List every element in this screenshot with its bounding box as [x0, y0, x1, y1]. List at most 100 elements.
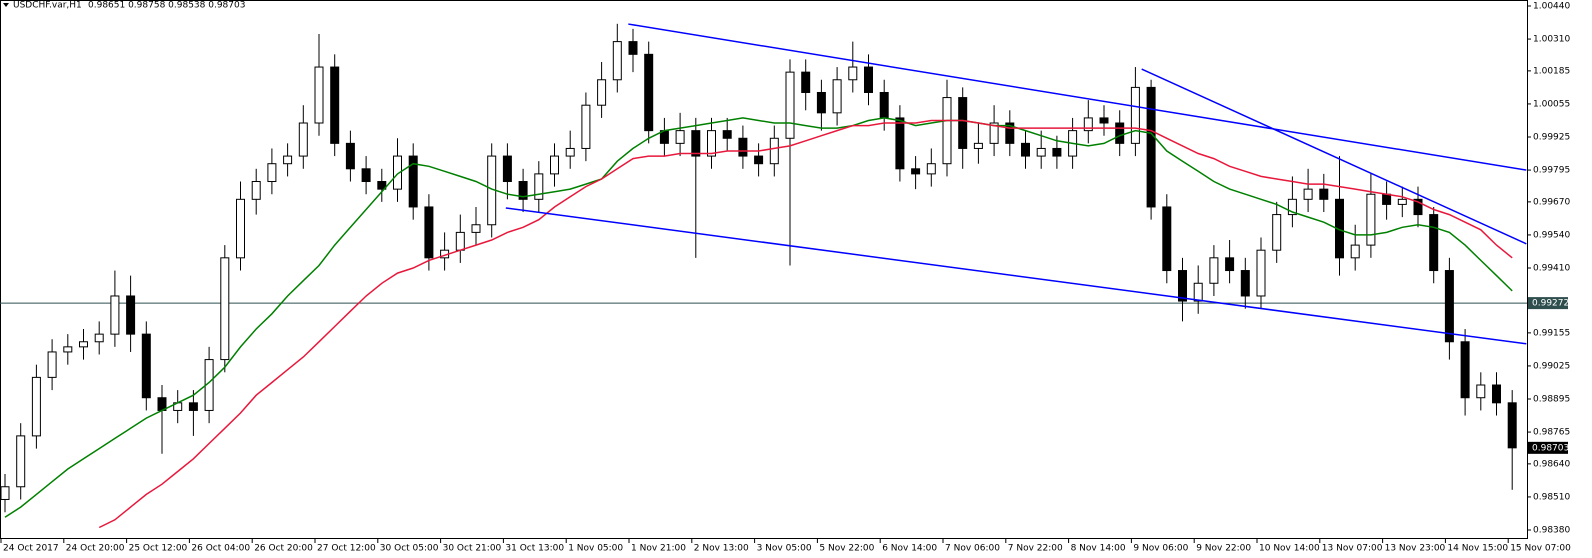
candle-body	[1366, 193, 1376, 246]
moving-average	[4, 117, 1513, 518]
candle-body	[1350, 244, 1360, 259]
candle-body	[141, 333, 151, 399]
candle-body	[691, 130, 701, 157]
candle-body	[1429, 214, 1439, 272]
y-tick-label: 0.99795	[1533, 166, 1570, 176]
y-tick-label: 0.99155	[1533, 328, 1570, 338]
candle-body	[926, 163, 936, 175]
y-tick-label: 0.99410	[1533, 264, 1570, 274]
y-tick-label: 0.99025	[1533, 361, 1570, 371]
candle-body	[236, 198, 245, 259]
candle-body	[393, 155, 402, 190]
ohlc-info: 0.98651 0.98758 0.98538 0.98703	[88, 1, 245, 11]
candle-body	[801, 71, 811, 93]
x-tick-label: 24 Oct 2017	[3, 544, 59, 554]
candle-body	[644, 53, 654, 132]
hline-label-box	[1528, 297, 1568, 310]
x-tick-label: 13 Nov 07:00	[1322, 544, 1383, 554]
candle-body	[754, 155, 764, 165]
last-price-box	[1528, 441, 1568, 454]
candle-body	[722, 130, 732, 139]
candle-body	[188, 402, 198, 411]
candle-body	[1413, 198, 1423, 216]
x-tick-label: 9 Nov 22:00	[1196, 544, 1251, 554]
candle-body	[518, 181, 528, 200]
x-tick-label: 14 Nov 15:00	[1447, 544, 1508, 554]
candle-body	[1130, 86, 1140, 144]
candle-body	[1507, 402, 1517, 449]
candle-body	[1460, 341, 1470, 399]
candle-body	[1036, 147, 1046, 157]
candle-body	[1382, 193, 1392, 205]
candle-body	[345, 142, 355, 170]
candle-body	[1162, 206, 1172, 272]
trendline	[628, 23, 1527, 171]
menu-arrow[interactable]	[3, 3, 9, 7]
y-tick-label: 0.98510	[1533, 492, 1570, 502]
candle-body	[79, 341, 88, 348]
x-tick-label: 5 Nov 22:00	[819, 544, 874, 554]
plot-frame	[0, 0, 1528, 539]
candle-body	[1099, 117, 1109, 124]
candle-body	[267, 163, 277, 183]
candle-body	[314, 66, 324, 124]
candle-body	[126, 295, 136, 335]
candle-body	[958, 97, 968, 149]
candle-body	[220, 257, 230, 361]
x-tick-label: 24 Oct 20:00	[66, 544, 125, 554]
candle-body	[94, 333, 104, 343]
y-tick-label: 1.00310	[1533, 35, 1570, 45]
x-tick-label: 26 Oct 20:00	[254, 544, 313, 554]
candle-body	[455, 231, 465, 251]
x-tick-label: 1 Nov 21:00	[631, 544, 686, 554]
x-tick-label: 31 Oct 13:00	[505, 544, 564, 554]
candle-body	[1115, 122, 1125, 144]
hline-label: 0.99272	[1532, 299, 1569, 309]
candle-body	[785, 71, 795, 139]
candle-body	[1444, 270, 1454, 343]
candle-body	[1193, 282, 1203, 302]
last-price-label: 0.98703	[1532, 443, 1569, 453]
candle-body	[361, 168, 371, 183]
y-tick-label: 0.99670	[1533, 197, 1570, 207]
candle-body	[879, 91, 889, 119]
x-tick-label: 30 Oct 05:00	[380, 544, 439, 554]
y-tick-label: 0.98380	[1533, 526, 1570, 536]
y-tick-label: 1.00185	[1533, 66, 1570, 76]
candle-body	[377, 181, 387, 190]
candle-body	[597, 79, 607, 106]
candle-body	[1225, 257, 1235, 272]
moving-average	[98, 119, 1513, 529]
candle-body	[502, 155, 512, 183]
y-tick-label: 0.98640	[1533, 459, 1570, 469]
x-tick-label: 6 Nov 14:00	[882, 544, 937, 554]
candle-body	[816, 91, 826, 114]
candle-body	[1397, 198, 1407, 205]
x-tick-label: 3 Nov 05:00	[757, 544, 812, 554]
candle-body	[1178, 270, 1187, 302]
candle-body	[471, 224, 481, 233]
x-tick-label: 1 Nov 05:00	[568, 544, 623, 554]
y-tick-label: 0.99540	[1533, 230, 1570, 240]
candle-body	[832, 79, 842, 114]
candle-body	[581, 104, 591, 149]
x-tick-label: 13 Nov 23:00	[1385, 544, 1446, 554]
x-tick-label: 9 Nov 06:00	[1133, 544, 1188, 554]
candle-body	[675, 130, 685, 144]
candle-body	[1256, 249, 1266, 297]
candle-body	[110, 295, 120, 335]
x-tick-label: 30 Oct 21:00	[443, 544, 502, 554]
candle-body	[864, 66, 873, 93]
candle-body	[1240, 270, 1250, 297]
candle-body	[1272, 214, 1282, 251]
y-tick-label: 1.00055	[1533, 99, 1570, 109]
x-tick-label: 15 Nov 07:00	[1510, 544, 1571, 554]
candle-body	[848, 66, 858, 81]
candle-body	[628, 41, 638, 55]
candle-body	[47, 351, 57, 378]
candle-body	[1476, 384, 1486, 399]
candle-body	[989, 122, 999, 144]
candle-body	[1303, 188, 1313, 200]
candle-body	[895, 117, 905, 170]
